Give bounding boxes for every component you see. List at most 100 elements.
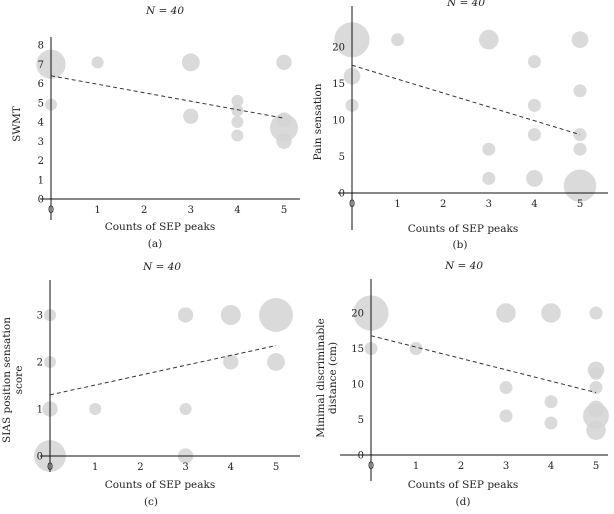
bubble-point-2-4 xyxy=(391,33,405,47)
y-tick-label: 5 xyxy=(38,98,44,109)
x-tick-label: 5 xyxy=(281,205,287,216)
x-tick-label: 5 xyxy=(577,199,583,210)
chart-panel-4: 0 1 2 3 4 5 0 5 10 15 20 N = 40 Counts of SEP peaks M… xyxy=(315,260,610,508)
x-tick-label: 0 xyxy=(47,462,53,473)
bubble-point-1-5 xyxy=(183,108,199,124)
y-tick-label: 15 xyxy=(351,344,364,355)
y-tick-label: 4 xyxy=(38,118,44,129)
x-axis-label: Counts of SEP peaks xyxy=(408,479,519,491)
bubble-point-3-11 xyxy=(259,298,293,332)
x-tick-label: 1 xyxy=(413,461,419,472)
chart-title: N = 40 xyxy=(444,260,483,272)
x-tick-label: 3 xyxy=(503,461,509,472)
trend-line xyxy=(50,75,285,119)
bubble-point-1-10 xyxy=(276,54,292,70)
y-axis-label: SIAS position sensationscore xyxy=(1,317,25,443)
bubble-point-1-9 xyxy=(231,129,244,142)
bubble-point-2-7 xyxy=(482,171,496,185)
y-tick-label: 5 xyxy=(339,152,345,163)
bubble-point-2-12 xyxy=(571,31,589,49)
x-tick-label: 1 xyxy=(94,205,100,216)
bubble-point-3-10 xyxy=(223,354,239,370)
bubble-point-1-8 xyxy=(231,116,244,128)
bubble-point-2-10 xyxy=(527,128,541,142)
y-tick-label: 2 xyxy=(38,156,44,167)
chart-title: N = 40 xyxy=(145,5,184,17)
bubble-point-4-12 xyxy=(589,366,603,380)
y-tick-label: 2 xyxy=(37,358,43,369)
panel-label: (b) xyxy=(453,239,468,251)
bubble-point-4-9 xyxy=(544,416,558,430)
trend-line xyxy=(351,64,581,136)
y-tick-label: 15 xyxy=(332,79,345,90)
bubble-point-2-5 xyxy=(479,29,499,50)
x-tick-label: 2 xyxy=(141,205,147,216)
bubble-point-1-13 xyxy=(276,133,292,149)
y-axis-label: Minimal discriminabledistance (cm) xyxy=(315,318,339,438)
bubble-point-2-15 xyxy=(573,142,587,156)
y-tick-label: 7 xyxy=(38,60,44,71)
bubble-point-4-5 xyxy=(499,381,513,395)
y-tick-label: 20 xyxy=(332,43,345,54)
y-tick-label: 0 xyxy=(37,452,43,463)
bubble-point-2-13 xyxy=(573,84,587,98)
bubble-point-3-5 xyxy=(89,403,102,415)
bubble-point-1-12 xyxy=(270,113,298,142)
y-axis-label: SWMT xyxy=(11,106,23,142)
y-tick-label: 0 xyxy=(38,195,44,206)
panel-label: (c) xyxy=(144,496,158,508)
x-axis-label: Counts of SEP peaks xyxy=(105,221,216,233)
bubble-point-4-10 xyxy=(589,306,603,320)
x-tick-label: 2 xyxy=(137,462,143,473)
x-tick-label: 1 xyxy=(92,462,98,473)
x-tick-label: 1 xyxy=(394,199,400,210)
x-tick-label: 0 xyxy=(368,461,374,472)
x-tick-label: 5 xyxy=(593,461,599,472)
x-tick-label: 4 xyxy=(531,199,537,210)
y-tick-label: 8 xyxy=(38,41,44,52)
bubble-point-1-7 xyxy=(231,104,244,117)
x-tick-label: 2 xyxy=(458,461,464,472)
bubble-point-4-13 xyxy=(589,381,603,395)
chart-title: N = 40 xyxy=(142,261,181,273)
y-tick-label: 3 xyxy=(37,311,43,322)
panel-label: (a) xyxy=(148,238,162,250)
y-tick-label: 5 xyxy=(358,415,364,426)
x-tick-label: 0 xyxy=(48,205,54,216)
x-tick-label: 3 xyxy=(188,205,194,216)
bubble-point-2-9 xyxy=(527,98,541,112)
x-axis-label: Counts of SEP peaks xyxy=(408,223,519,235)
trend-line xyxy=(49,345,277,396)
y-tick-label: 0 xyxy=(339,189,345,200)
chart-title: N = 40 xyxy=(446,0,485,9)
x-axis-label: Counts of SEP peaks xyxy=(105,479,216,491)
bubble-point-4-15 xyxy=(582,402,610,429)
x-tick-label: 0 xyxy=(349,199,355,210)
bubble-point-4-8 xyxy=(544,395,558,409)
x-tick-label: 2 xyxy=(440,199,446,210)
y-tick-label: 10 xyxy=(332,116,345,127)
y-tick-label: 6 xyxy=(38,79,44,90)
bubble-point-2-16 xyxy=(563,169,597,202)
chart-panel-3: 0 1 2 3 4 5 0 1 2 3 N = 40 Counts of SEP peaks SIAS … xyxy=(1,261,300,508)
chart-panel-1: 0 1 2 3 4 5 0 1 2 3 4 5 6 7 8 N = 40 Counts of SEP peaks… xyxy=(11,5,300,250)
y-axis-label: Pain sensation xyxy=(312,83,324,160)
bubble-point-4-16 xyxy=(586,420,606,440)
bubble-point-2-6 xyxy=(482,142,496,156)
x-tick-label: 4 xyxy=(234,205,240,216)
y-tick-label: 3 xyxy=(38,137,44,148)
bubble-point-4-3 xyxy=(409,342,423,355)
panel-label: (d) xyxy=(456,496,471,508)
y-tick-label: 10 xyxy=(351,380,364,391)
bubble-point-4-7 xyxy=(541,303,561,323)
bubble-point-1-6 xyxy=(231,94,244,107)
bubble-point-2-8 xyxy=(527,55,541,69)
x-tick-label: 3 xyxy=(182,462,188,473)
bubble-point-3-7 xyxy=(179,403,192,415)
y-tick-label: 20 xyxy=(351,309,364,320)
bubble-point-2-11 xyxy=(526,170,543,187)
trend-line xyxy=(370,335,597,394)
x-tick-label: 5 xyxy=(273,462,279,473)
x-tick-label: 4 xyxy=(548,461,554,472)
